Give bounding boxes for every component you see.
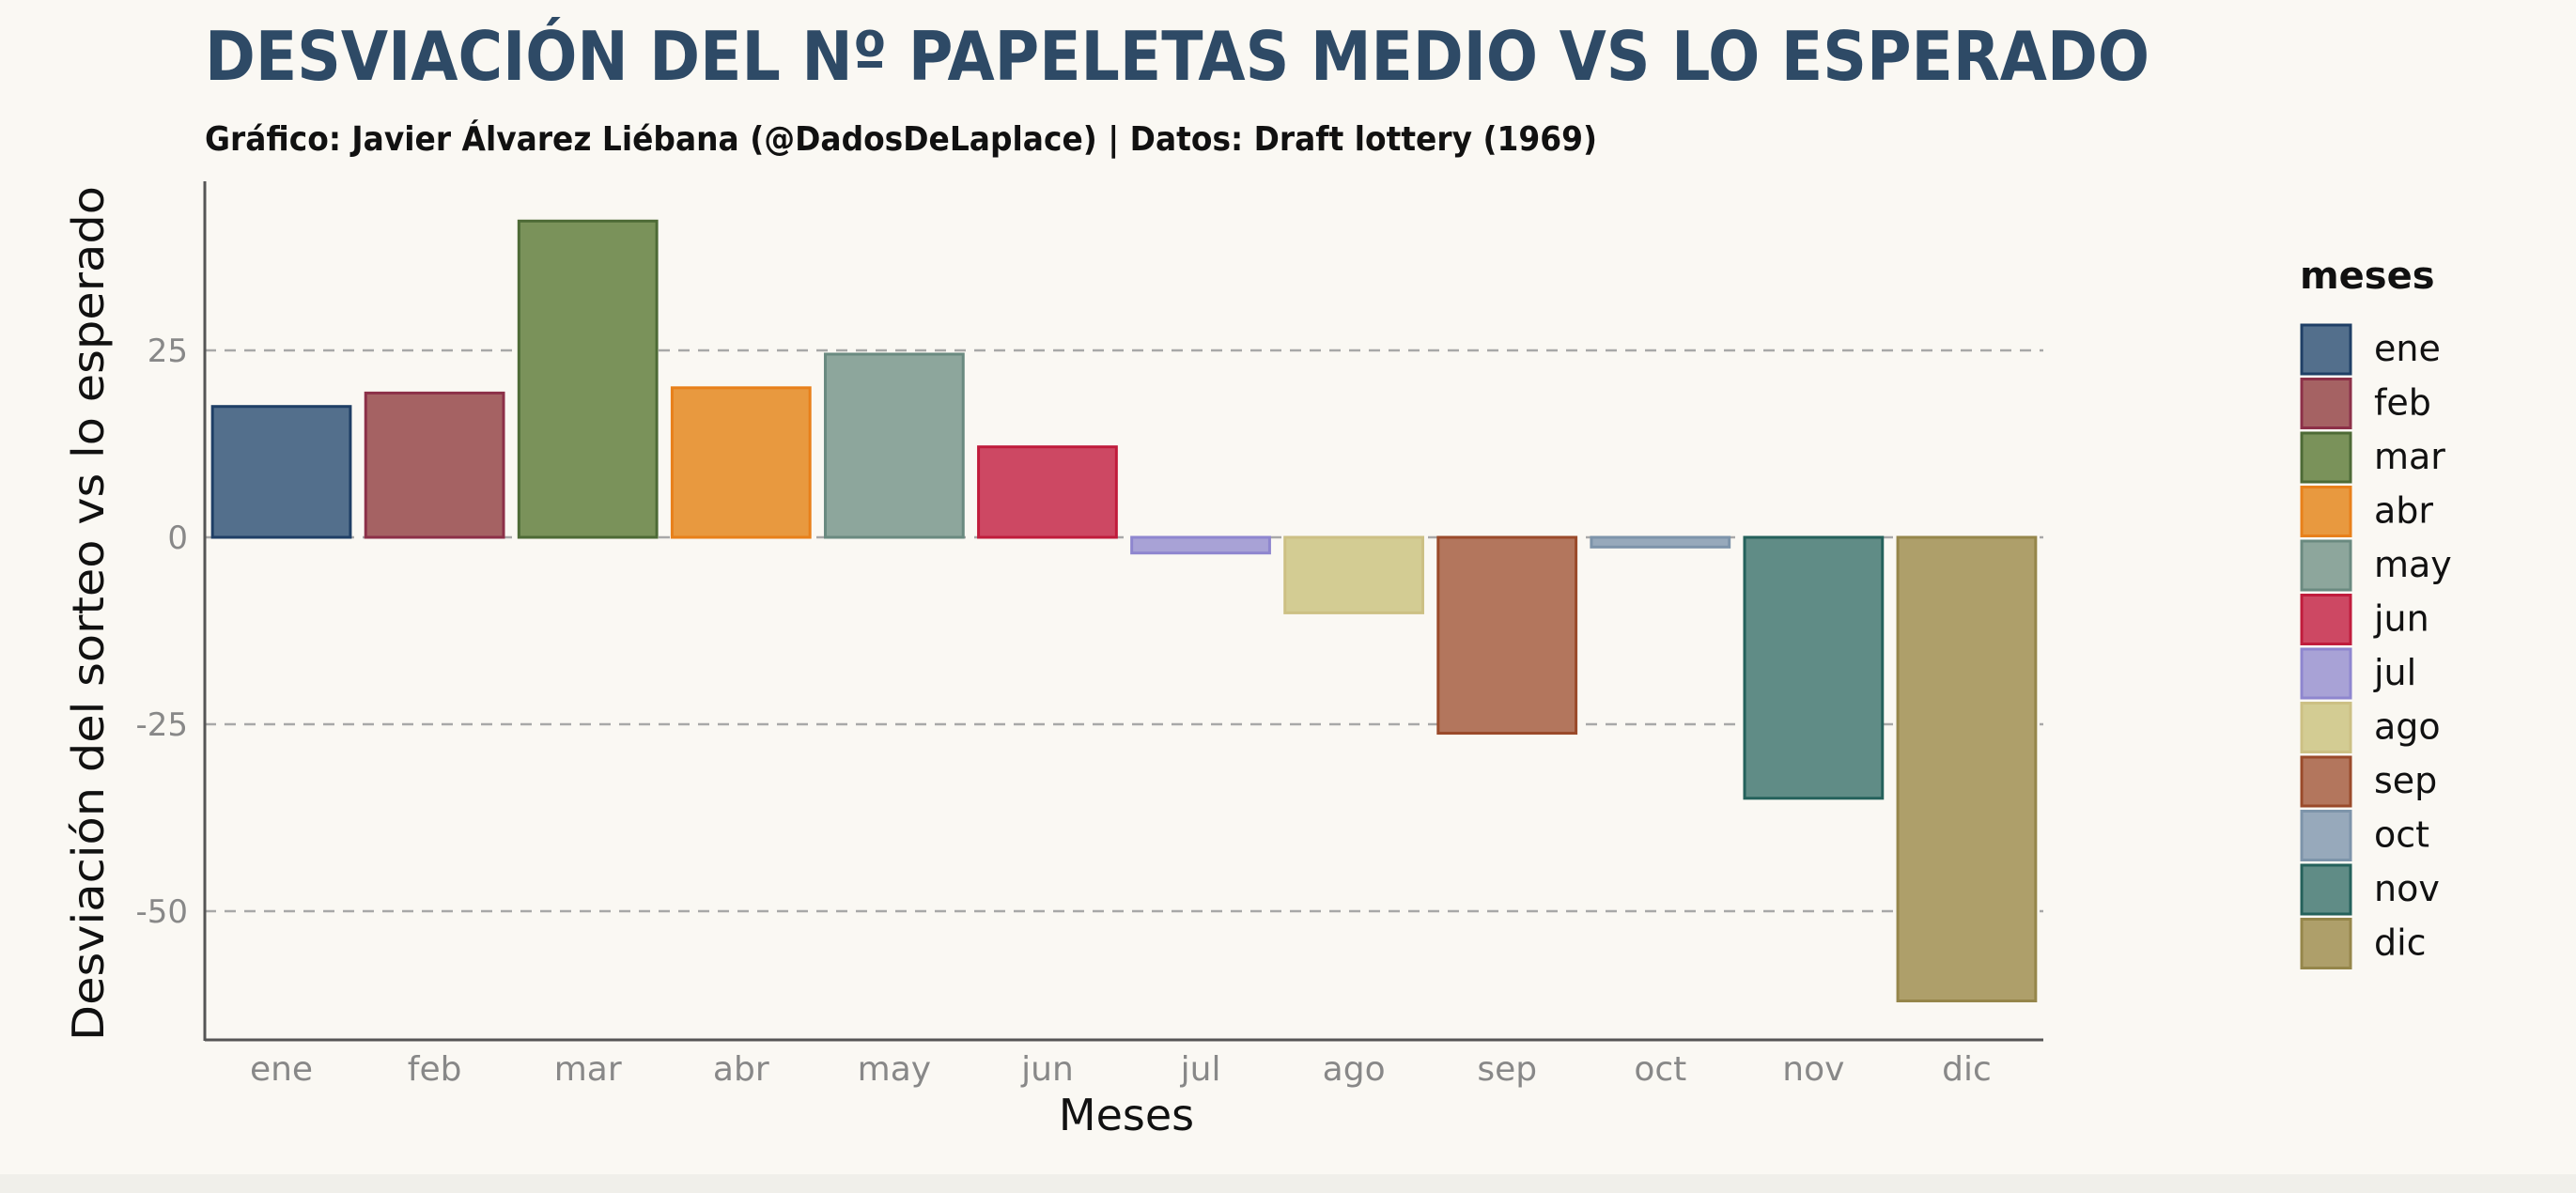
legend-swatch-jun xyxy=(2300,594,2352,645)
x-tick-label: ago xyxy=(1323,1050,1386,1089)
bar-dic xyxy=(1896,535,2038,1003)
legend-label: ene xyxy=(2374,328,2441,369)
legend-swatch-mar xyxy=(2300,431,2352,484)
legend-swatch-abr xyxy=(2300,486,2352,537)
bar-oct xyxy=(1590,535,1731,549)
legend-label: may xyxy=(2374,544,2452,585)
x-tick-label: feb xyxy=(408,1050,462,1089)
x-tick-label: sep xyxy=(1477,1050,1537,1089)
bar-feb xyxy=(364,391,505,539)
x-tick-label: nov xyxy=(1782,1050,1844,1089)
bar-jun xyxy=(977,445,1118,539)
legend-title: meses xyxy=(2300,255,2435,298)
bar-may xyxy=(823,352,965,539)
legend-swatch-dic xyxy=(2300,918,2352,969)
axes-layer xyxy=(203,181,2043,1042)
legend: meses ene feb mar abr may jun jul ago sep oct nov d… xyxy=(2300,255,2452,969)
x-tick-label: mar xyxy=(554,1050,622,1089)
bar-abr xyxy=(670,386,812,539)
legend-swatch-nov xyxy=(2300,863,2352,916)
legend-label: jun xyxy=(2373,598,2429,640)
x-tick-label: dic xyxy=(1942,1050,1992,1089)
chart-subtitle: Gráfico: Javier Álvarez Liébana (@DadosD… xyxy=(205,119,1597,159)
legend-label: dic xyxy=(2374,922,2427,964)
x-tick-label: jun xyxy=(1020,1050,1074,1089)
legend-swatch-jul xyxy=(2300,647,2352,700)
legend-items: ene feb mar abr may jun jul ago sep oct nov dic xyxy=(2300,323,2452,969)
bar-jul xyxy=(1130,535,1271,555)
bar-ago xyxy=(1283,535,1425,614)
y-tick-label: 0 xyxy=(167,519,188,557)
x-tick-label: ene xyxy=(250,1050,313,1089)
legend-label: oct xyxy=(2374,814,2429,856)
x-tick-label: oct xyxy=(1634,1050,1686,1089)
bar-nov xyxy=(1743,535,1885,800)
legend-swatch-ene xyxy=(2300,323,2352,376)
bars-layer xyxy=(210,219,2038,1003)
chart-title: DESVIACIÓN DEL Nº PAPELETAS MEDIO VS LO … xyxy=(205,17,2149,96)
legend-swatch-feb xyxy=(2300,378,2352,429)
bar-mar xyxy=(517,219,659,539)
x-tick-label: jul xyxy=(1180,1050,1221,1089)
y-tick-label: -25 xyxy=(135,706,188,744)
x-tick-label: abr xyxy=(713,1050,769,1089)
legend-label: ago xyxy=(2374,706,2441,748)
y-tick-label: 25 xyxy=(147,333,188,370)
legend-label: mar xyxy=(2374,436,2445,477)
legend-label: abr xyxy=(2374,490,2433,532)
legend-label: jul xyxy=(2373,652,2416,693)
y-tick-label: -50 xyxy=(135,893,188,931)
bar-ene xyxy=(210,405,352,539)
legend-swatch-sep xyxy=(2300,755,2352,808)
legend-label: feb xyxy=(2374,382,2431,424)
x-tick-label: may xyxy=(858,1050,931,1089)
legend-swatch-may xyxy=(2300,539,2352,592)
y-axis-title: Desviación del sorteo vs lo esperado xyxy=(63,186,114,1041)
x-tick-labels: ene feb mar abr may jun jul ago sep oct nov dic xyxy=(250,1050,1992,1089)
bar-sep xyxy=(1436,535,1578,736)
legend-label: nov xyxy=(2374,868,2440,909)
grid-layer xyxy=(205,349,2043,913)
legend-swatch-ago xyxy=(2300,702,2352,753)
bottom-strip xyxy=(0,1174,2576,1193)
legend-swatch-oct xyxy=(2300,810,2352,861)
y-tick-labels: -50 -25 0 25 xyxy=(135,333,188,931)
x-axis-title: Meses xyxy=(1059,1090,1194,1140)
legend-label: sep xyxy=(2374,760,2437,801)
